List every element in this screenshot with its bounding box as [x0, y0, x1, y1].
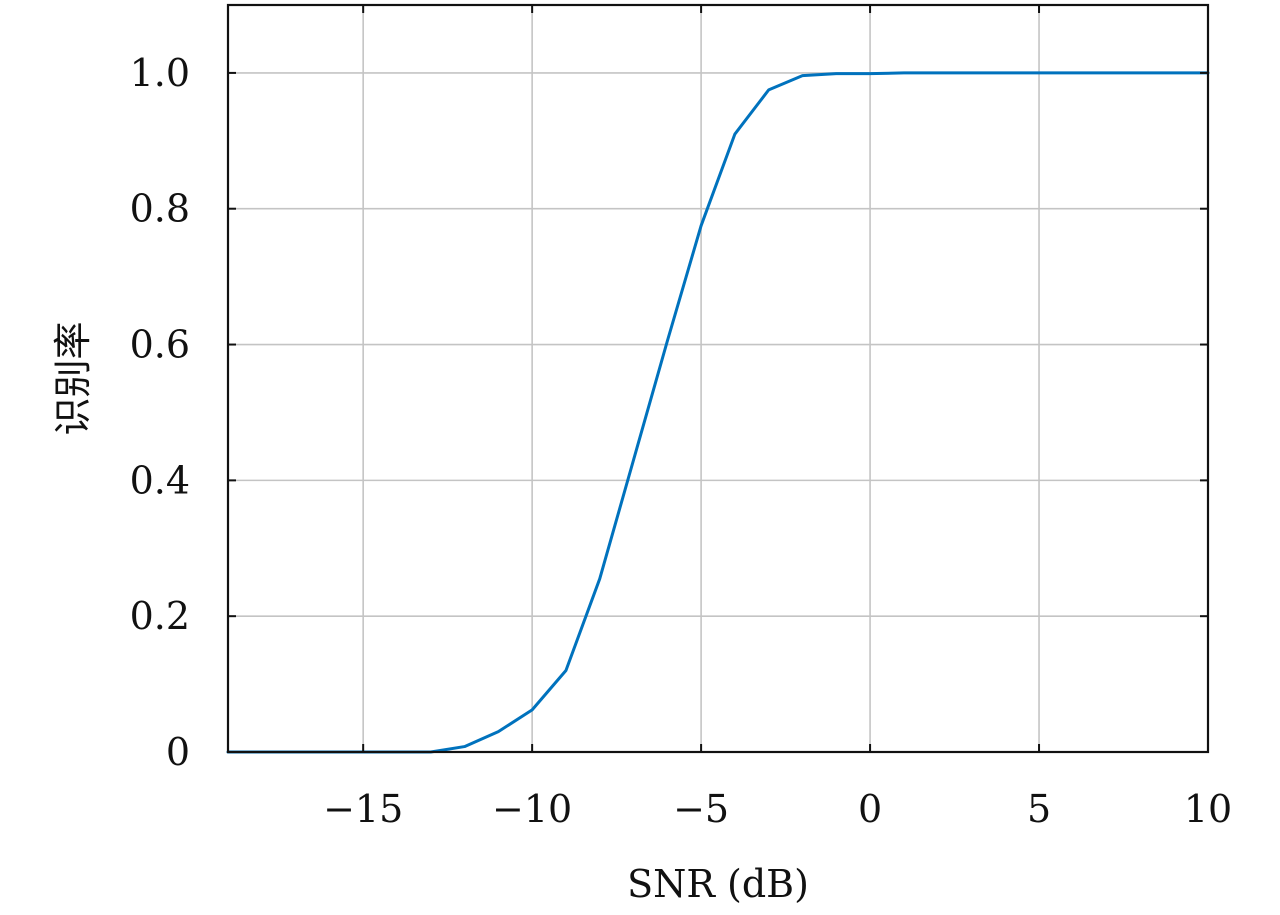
series-line-0: [226, 71, 1210, 754]
y-tick-label: 0.2: [130, 594, 190, 638]
y-axis-label: 识别率: [51, 321, 95, 435]
x-tick-label: −5: [673, 787, 729, 831]
y-tick-label: 0.4: [130, 458, 190, 502]
plot-frame: [226, 3, 1210, 754]
grid: [228, 5, 1209, 753]
y-tick-label: 0.8: [130, 187, 190, 231]
x-tick-label: 10: [1184, 787, 1232, 831]
x-tick-label: −15: [323, 787, 403, 831]
x-tick-labels: −15 −10 −5 0 5 10: [323, 787, 1232, 831]
y-tick-labels: 0 0.2 0.4 0.6 0.8 1.0: [130, 51, 190, 774]
series-layer: [226, 71, 1210, 754]
x-tick-label: 0: [858, 787, 882, 831]
x-axis-label: SNR (dB): [627, 862, 809, 906]
y-tick-label: 0.6: [130, 323, 190, 367]
y-tick-label: 1.0: [130, 51, 190, 95]
y-tick-label: 0: [166, 730, 190, 774]
x-tick-label: 5: [1027, 787, 1051, 831]
ticks: [228, 5, 1209, 753]
x-tick-label: −10: [492, 787, 572, 831]
